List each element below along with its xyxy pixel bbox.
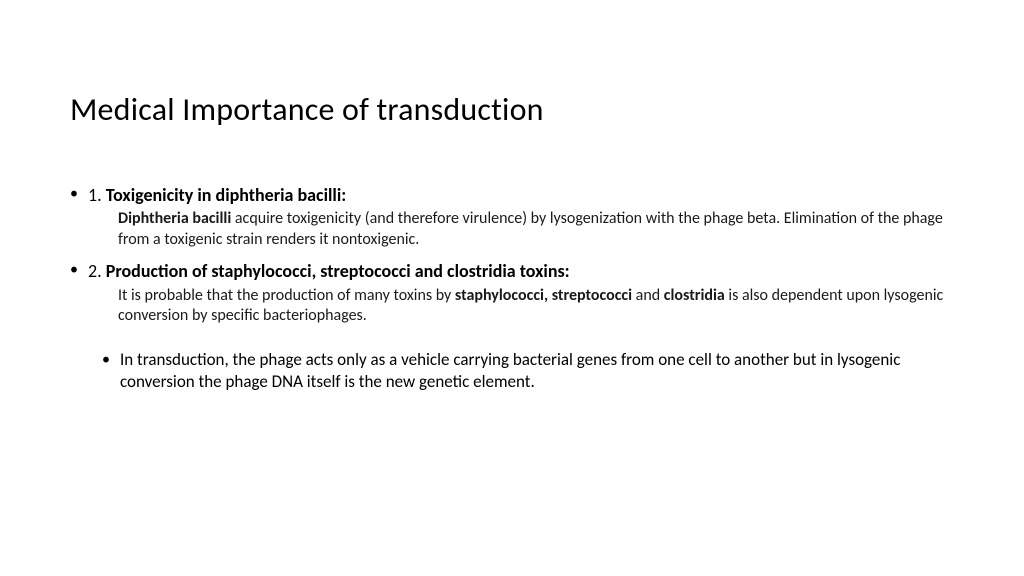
text-run: It is probable that the production of ma…	[118, 286, 455, 305]
text-run: staphylococci, streptococci	[455, 286, 632, 305]
point-1-heading: 1. Toxigenicity in diphtheria bacilli:	[88, 184, 954, 207]
slide-title: Medical Importance of transduction	[70, 90, 954, 129]
point-1-title: Toxigenicity in diphtheria bacilli:	[106, 184, 346, 206]
point-2-title: Production of staphylococci, streptococc…	[106, 260, 570, 282]
point-2-num: 2.	[88, 260, 102, 282]
text-run: and	[632, 286, 664, 305]
text-run: acquire toxigenicity (and therefore viru…	[118, 209, 943, 248]
point-1: 1. Toxigenicity in diphtheria bacilli: D…	[70, 184, 954, 250]
text-run: clostridia	[664, 286, 725, 305]
text-run: Diphtheria bacilli	[118, 209, 231, 228]
point-2-heading: 2. Production of staphylococci, streptoc…	[88, 260, 954, 283]
point-2-body: It is probable that the production of ma…	[88, 286, 954, 327]
point-1-num: 1.	[88, 184, 102, 206]
main-list: 1. Toxigenicity in diphtheria bacilli: D…	[70, 184, 954, 394]
sub-bullet: In transduction, the phage acts only as …	[70, 349, 954, 394]
point-1-body: Diphtheria bacilli acquire toxigenicity …	[88, 209, 954, 250]
point-2: 2. Production of staphylococci, streptoc…	[70, 260, 954, 326]
